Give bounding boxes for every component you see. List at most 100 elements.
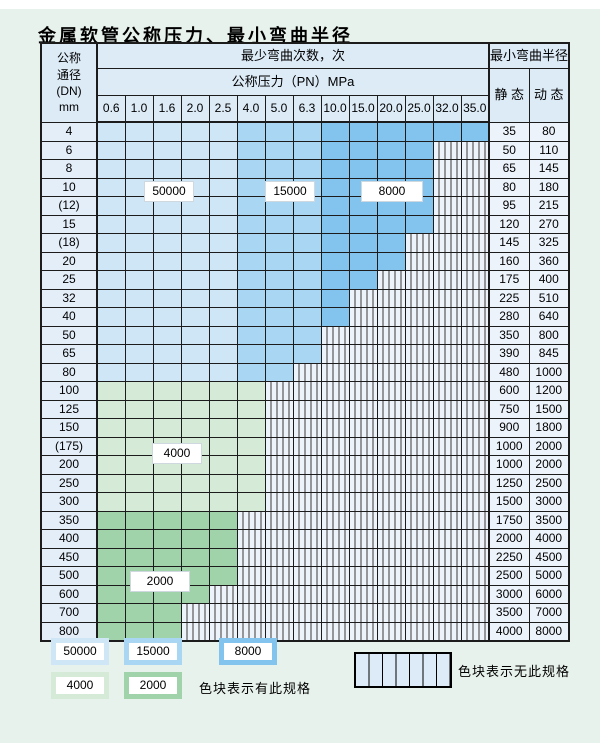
spec-available-cell: [124, 121, 154, 142]
spec-unavailable-cell: [320, 455, 350, 475]
spec-available-cell: [320, 214, 350, 234]
spec-available-cell: [96, 529, 126, 549]
spec-unavailable-cell: [320, 399, 350, 419]
spec-available-cell: [152, 270, 182, 290]
spec-unavailable-cell: [404, 270, 434, 290]
pressure-value-header: 0.6: [96, 95, 126, 123]
spec-unavailable-cell: [348, 510, 378, 530]
dynamic-radius-cell: 1200: [528, 381, 570, 401]
spec-unavailable-cell: [376, 344, 406, 364]
spec-unavailable-cell: [432, 436, 462, 456]
static-radius-cell: 1250: [488, 473, 530, 493]
static-radius-cell: 280: [488, 307, 530, 327]
spec-unavailable-cell: [460, 473, 490, 493]
spec-unavailable-cell: [376, 584, 406, 604]
spec-unavailable-cell: [376, 418, 406, 438]
spec-unavailable-cell: [376, 529, 406, 549]
spec-unavailable-cell: [404, 455, 434, 475]
spec-unavailable-cell: [432, 621, 462, 642]
spec-unavailable-cell: [432, 584, 462, 604]
spec-unavailable-cell: [348, 325, 378, 345]
dn-cell: (175): [40, 436, 98, 456]
static-radius-cell: 35: [488, 121, 530, 142]
spec-available-cell: [292, 233, 322, 253]
spec-unavailable-cell: [348, 473, 378, 493]
spec-available-cell: [208, 140, 238, 160]
spec-available-cell: [152, 473, 182, 493]
spec-available-cell: [236, 399, 266, 419]
dynamic-radius-cell: 510: [528, 288, 570, 308]
spec-available-cell: [124, 547, 154, 567]
table-row: 800 4000 8000: [40, 621, 570, 642]
spec-unavailable-cell: [432, 140, 462, 160]
spec-available-cell: [152, 621, 182, 642]
spec-unavailable-cell: [404, 288, 434, 308]
dynamic-radius-cell: 400: [528, 270, 570, 290]
spec-unavailable-cell: [292, 455, 322, 475]
spec-available-cell: [320, 251, 350, 271]
dynamic-radius-cell: 1000: [528, 362, 570, 382]
spec-available-cell: [264, 214, 294, 234]
legend-chip-label: 8000: [224, 643, 272, 660]
spec-unavailable-cell: [460, 381, 490, 401]
spec-unavailable-cell: [264, 566, 294, 586]
spec-available-cell: [180, 325, 210, 345]
spec-available-cell: [124, 214, 154, 234]
table-row: 6 50 110: [40, 140, 570, 160]
static-radius-cell: 50: [488, 140, 530, 160]
spec-available-cell: [96, 196, 126, 216]
table-row: 80 480 1000: [40, 362, 570, 382]
spec-available-cell: [348, 140, 378, 160]
spec-unavailable-cell: [432, 288, 462, 308]
spec-available-cell: [208, 510, 238, 530]
spec-unavailable-cell: [404, 325, 434, 345]
spec-unavailable-cell: [208, 584, 238, 604]
table-row: 250 1250 2500: [40, 473, 570, 493]
static-radius-cell: 2500: [488, 566, 530, 586]
dynamic-radius-cell: 2500: [528, 473, 570, 493]
spec-available-cell: [208, 325, 238, 345]
spec-unavailable-cell: [404, 307, 434, 327]
spec-available-cell: [180, 121, 210, 142]
spec-available-cell: [236, 196, 266, 216]
spec-unavailable-cell: [460, 529, 490, 549]
zone-label-15000: 15000: [265, 181, 315, 202]
table-row: 8 65 145: [40, 159, 570, 179]
spec-available-cell: [96, 325, 126, 345]
dn-cell: (18): [40, 233, 98, 253]
spec-unavailable-cell: [180, 621, 210, 642]
spec-unavailable-cell: [404, 233, 434, 253]
spec-available-cell: [236, 251, 266, 271]
static-radius-cell: 750: [488, 399, 530, 419]
dn-cell: 8: [40, 159, 98, 179]
dynamic-radius-cell: 325: [528, 233, 570, 253]
spec-available-cell: [180, 214, 210, 234]
zone-label-50000: 50000: [144, 181, 194, 202]
spec-unavailable-cell: [292, 547, 322, 567]
spec-available-cell: [96, 566, 126, 586]
spec-available-cell: [320, 307, 350, 327]
table-row: 4 35 80: [40, 121, 570, 142]
spec-available-cell: [180, 307, 210, 327]
zone-label-8000: 8000: [361, 181, 423, 202]
spec-unavailable-cell: [320, 436, 350, 456]
spec-available-cell: [208, 362, 238, 382]
spec-unavailable-cell: [376, 270, 406, 290]
spec-available-cell: [376, 214, 406, 234]
spec-available-cell: [124, 362, 154, 382]
spec-available-cell: [180, 362, 210, 382]
pressure-value-header: 35.0: [460, 95, 490, 123]
spec-unavailable-cell: [348, 436, 378, 456]
spec-available-cell: [124, 288, 154, 308]
spec-unavailable-cell: [432, 307, 462, 327]
spec-available-cell: [124, 381, 154, 401]
spec-available-cell: [208, 251, 238, 271]
spec-unavailable-cell: [404, 381, 434, 401]
spec-unavailable-cell: [460, 196, 490, 216]
dn-cell: 125: [40, 399, 98, 419]
spec-unavailable-cell: [404, 251, 434, 271]
spec-available-cell: [96, 455, 126, 475]
dn-cell: 4: [40, 121, 98, 142]
dn-cell: 80: [40, 362, 98, 382]
spec-available-cell: [180, 492, 210, 512]
